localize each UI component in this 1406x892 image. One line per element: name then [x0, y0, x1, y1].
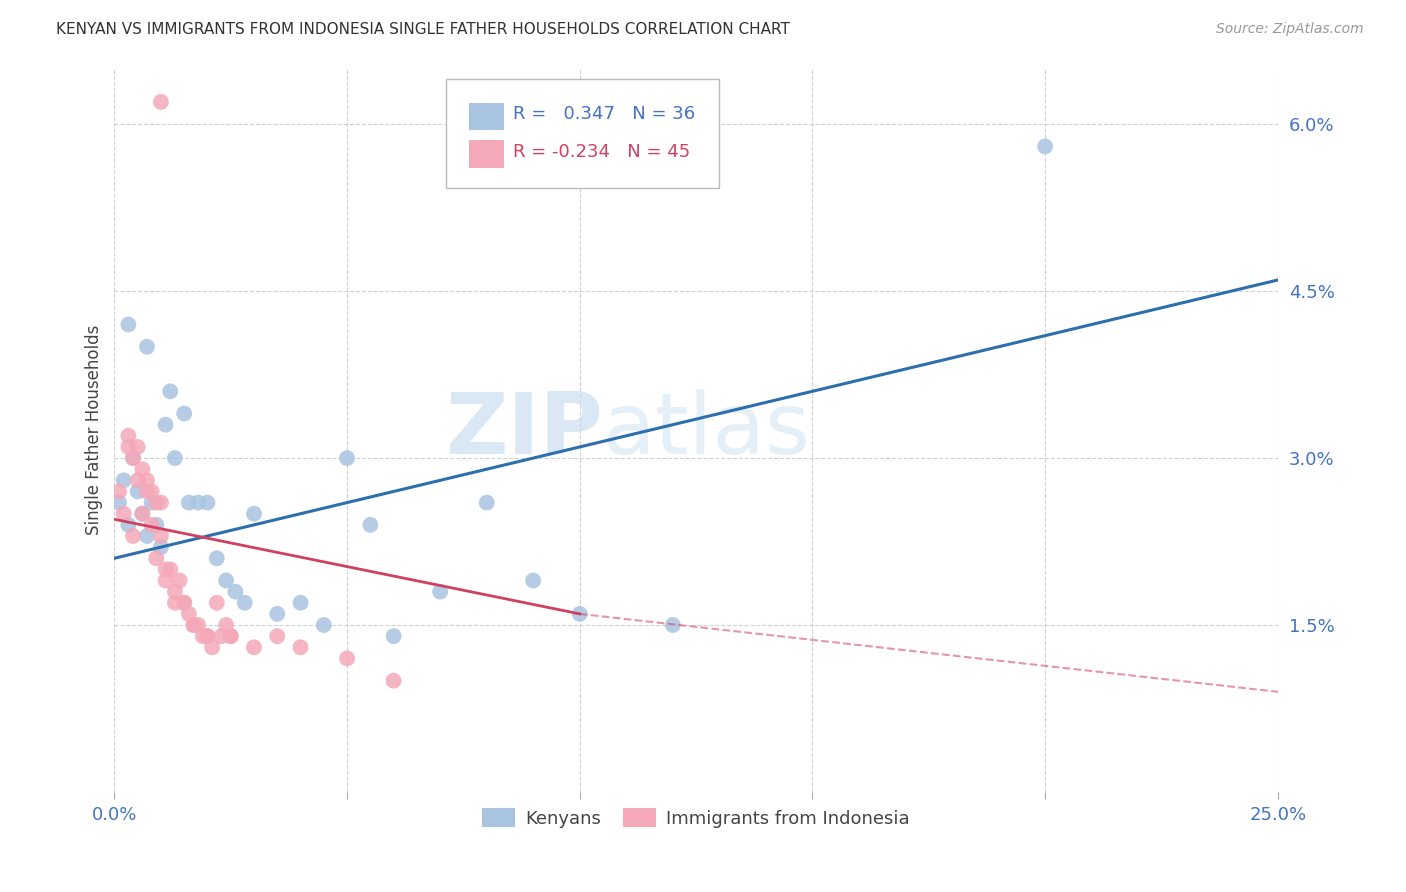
Point [336, 451, 359, 466]
Point [191, 629, 214, 643]
Point [163, 596, 186, 610]
Point [266, 629, 288, 643]
Point [122, 529, 145, 543]
Point [568, 607, 591, 621]
Point [145, 551, 167, 566]
Text: Source: ZipAtlas.com: Source: ZipAtlas.com [1216, 22, 1364, 37]
Point [429, 584, 451, 599]
Point [382, 629, 405, 643]
Point [145, 495, 167, 509]
Point [177, 495, 200, 509]
Point [336, 651, 359, 665]
Point [155, 417, 177, 432]
Point [136, 484, 159, 499]
Point [197, 495, 219, 509]
Point [112, 473, 135, 487]
Point [136, 473, 159, 487]
Point [149, 495, 172, 509]
Point [290, 640, 312, 655]
Point [183, 618, 205, 632]
Legend: Kenyans, Immigrants from Indonesia: Kenyans, Immigrants from Indonesia [475, 801, 917, 835]
Text: R =   0.347   N = 36: R = 0.347 N = 36 [513, 105, 696, 123]
Point [122, 451, 145, 466]
Point [108, 484, 131, 499]
Point [131, 507, 153, 521]
Point [173, 596, 195, 610]
Point [187, 495, 209, 509]
Point [205, 551, 228, 566]
Point [169, 574, 191, 588]
Point [127, 484, 149, 499]
Point [266, 607, 288, 621]
Point [1033, 139, 1056, 153]
Point [131, 507, 153, 521]
Point [359, 517, 381, 532]
Text: ZIP: ZIP [446, 389, 603, 472]
Point [145, 517, 167, 532]
Point [662, 618, 685, 632]
Point [205, 596, 228, 610]
Text: KENYAN VS IMMIGRANTS FROM INDONESIA SINGLE FATHER HOUSEHOLDS CORRELATION CHART: KENYAN VS IMMIGRANTS FROM INDONESIA SING… [56, 22, 790, 37]
FancyBboxPatch shape [446, 79, 720, 188]
Point [141, 517, 163, 532]
Point [290, 596, 312, 610]
Point [243, 507, 266, 521]
Point [127, 440, 149, 454]
Point [224, 584, 246, 599]
Point [117, 429, 139, 443]
Point [149, 529, 172, 543]
Point [312, 618, 335, 632]
Point [197, 629, 219, 643]
Text: R = -0.234   N = 45: R = -0.234 N = 45 [513, 143, 690, 161]
Y-axis label: Single Father Households: Single Father Households [86, 325, 103, 535]
Point [117, 517, 139, 532]
Point [136, 340, 159, 354]
Point [163, 451, 186, 466]
Point [219, 629, 242, 643]
Point [382, 673, 405, 688]
Point [215, 574, 238, 588]
Point [149, 540, 172, 554]
Text: atlas: atlas [603, 389, 811, 472]
Point [215, 618, 238, 632]
Point [197, 629, 219, 643]
Point [243, 640, 266, 655]
Point [141, 495, 163, 509]
Point [112, 507, 135, 521]
Point [117, 440, 139, 454]
Point [209, 629, 232, 643]
Bar [470, 140, 505, 168]
Point [177, 607, 200, 621]
Point [136, 529, 159, 543]
Point [155, 562, 177, 576]
Point [201, 640, 224, 655]
Bar [470, 103, 505, 130]
Point [149, 95, 172, 109]
Point [127, 473, 149, 487]
Point [522, 574, 544, 588]
Point [187, 618, 209, 632]
Point [173, 407, 195, 421]
Point [475, 495, 498, 509]
Point [117, 318, 139, 332]
Point [122, 451, 145, 466]
Point [141, 484, 163, 499]
Point [159, 562, 181, 576]
Point [183, 618, 205, 632]
Point [173, 596, 195, 610]
Point [159, 384, 181, 399]
Point [155, 574, 177, 588]
Point [131, 462, 153, 476]
Point [108, 495, 131, 509]
Point [219, 629, 242, 643]
Point [233, 596, 256, 610]
Point [163, 584, 186, 599]
